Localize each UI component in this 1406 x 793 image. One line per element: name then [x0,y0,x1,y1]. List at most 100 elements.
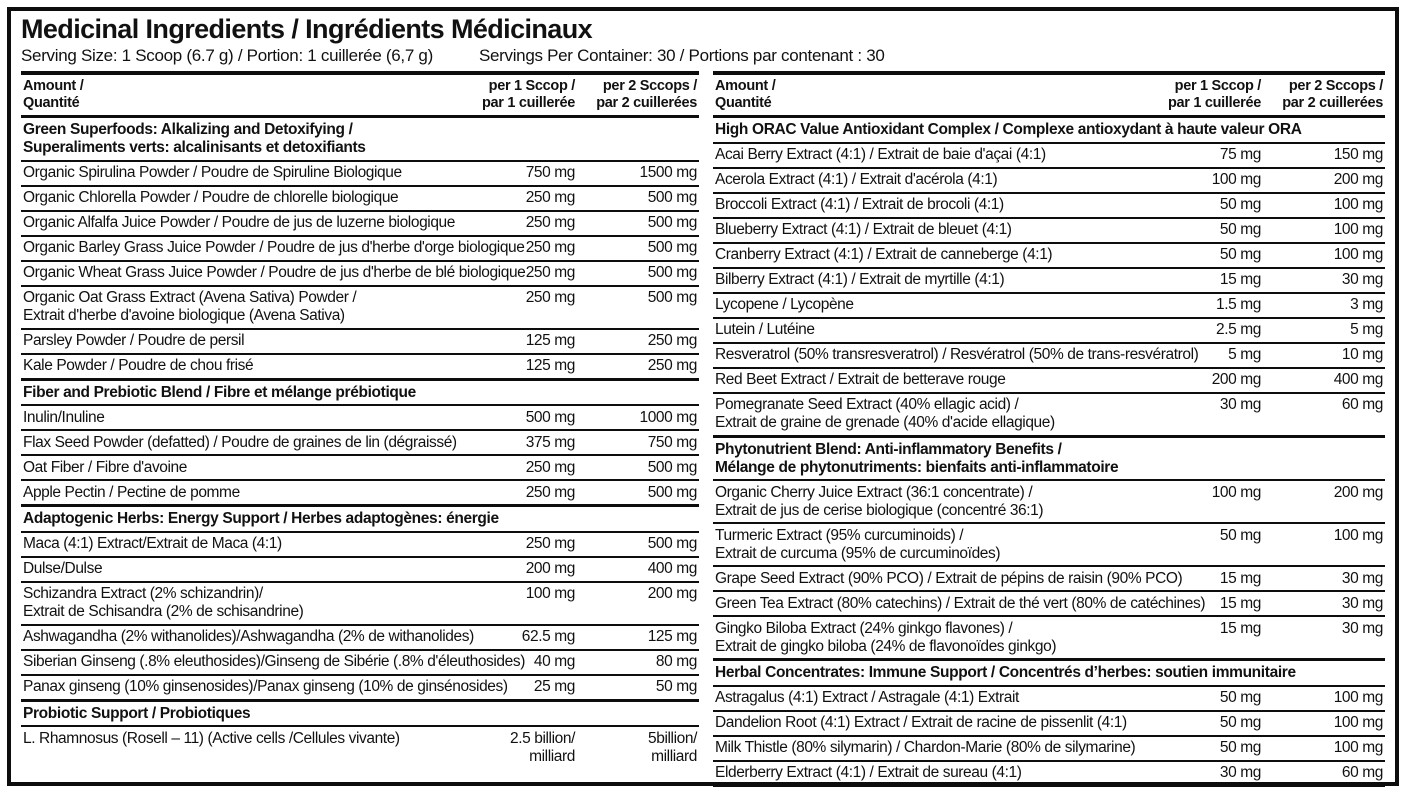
amount-per-2-scoops: 750 mg [575,434,698,452]
servings-per-container: Servings Per Container: 30 / Portions pa… [478,46,885,65]
amount-value: 100 mg [1333,246,1384,263]
amount-value: 30 mg [1341,569,1383,587]
amount-per-2-scoops: 1500 mg [575,164,697,182]
table-row: Lutein / Lutéine 2.5 mg 5 mg [713,319,1385,344]
table-row: Organic Cherry Juice Extract (36:1 conce… [713,481,1385,524]
amount-value: 5 mg [1228,346,1261,363]
amount-per-1-scoop: 50 mg [1149,527,1261,545]
ingredient-name-line: Dulse/Dulse [23,560,103,577]
amount-value: 100 mg [1211,171,1262,188]
table-row: Elderberry Extract (4:1) / Extrait de su… [713,762,1385,787]
table-row: Organic Chlorella Powder / Poudre de chl… [21,187,699,212]
amount-per-2-scoops: 100 mg [1261,689,1384,707]
table-row: Turmeric Extract (95% curcuminoids) / Ext… [713,524,1385,567]
column-header-right: Amount / Quantité per 1 Sccop / par 1 cu… [713,75,1385,118]
amount-per-1-scoop: 30 mg [1149,764,1261,782]
ingredient-name: Astragalus (4:1) Extract / Astragale (4:… [715,689,1149,707]
ingredient-name: Organic Oat Grass Extract (Avena Sativa)… [23,289,463,325]
amount-value: 1000 mg [639,408,697,426]
amount-per-1-scoop: 25 mg [463,678,575,696]
ingredient-name-line: Schizandra Extract (2% schizandrin)/ [23,585,263,602]
amount-per-1-scoop: 100 mg [463,585,576,603]
amount-value: 200 mg [1333,483,1384,501]
amount-per-2-scoops: 30 mg [1261,620,1383,638]
amount-value: 375 mg [525,433,576,451]
amount-per-1-scoop: 15 mg [1149,620,1261,638]
ingredient-name-line: Organic Cherry Juice Extract (36:1 conce… [715,483,1033,501]
amount-value: 500 mg [525,408,576,426]
amount-value: 250 mg [525,458,576,476]
table-row: Organic Spirulina Powder / Poudre de Spi… [21,162,699,187]
ingredient-name-line: Elderberry Extract (4:1) / Extrait de su… [715,764,1022,781]
ingredient-name: Elderberry Extract (4:1) / Extrait de su… [715,764,1149,782]
ingredient-name-line: Resveratrol (50% transresveratrol) / Res… [715,346,1199,363]
amount-value: 50 mg [655,678,697,695]
amount-value: 100 mg [1333,714,1384,731]
amount-per-2-scoops: 50 mg [575,678,697,696]
table-row: Gingko Biloba Extract (24% ginkgo flavon… [713,617,1385,660]
ingredient-sections-left: Green Superfoods: Alkalizing and Detoxif… [21,118,699,768]
amount-per-1-scoop: 250 mg [463,484,576,502]
amount-value: 3 mg [1350,296,1383,313]
amount-value: 50 mg [1219,526,1261,544]
ingredient-columns: Amount / Quantité per 1 Sccop / par 1 cu… [21,71,1385,787]
amount-value: 30 mg [1219,396,1261,413]
table-row: L. Rhamnosus (Rosell – 11) (Active cells… [21,727,699,768]
amount-per-1-scoop: 750 mg [463,164,576,182]
amount-value: 400 mg [1333,371,1384,388]
ingredient-name: Organic Barley Grass Juice Powder / Poud… [23,239,525,257]
section-header: High ORAC Value Antioxidant Complex / Co… [713,118,1385,144]
ingredient-name: Broccoli Extract (4:1) / Extrait de broc… [715,196,1149,214]
amount-value: 200 mg [1333,171,1384,188]
ingredient-name: Organic Chlorella Powder / Poudre de chl… [23,189,463,207]
amount-value: 25 mg [533,678,575,695]
amount-value: 100 mg [1333,196,1384,213]
amount-per-2-scoops: 250 mg [575,332,698,350]
amount-value: 1.5 mg [1216,296,1261,313]
amount-value: 100 mg [1333,221,1384,238]
amount-per-2-scoops: 500 mg [575,189,698,207]
amount-value: 50 mg [1219,196,1261,213]
ingredient-name-line: Extrait de graine de grenade (40% d'acid… [715,414,1055,431]
ingredient-name-line: Grape Seed Extract (90% PCO) / Extrait d… [715,569,1183,587]
section-header: Herbal Concentrates: Immune Support / Co… [713,661,1385,687]
ingredient-name-line: Organic Alfalfa Juice Powder / Poudre de… [23,214,455,231]
amount-value: 30 mg [1341,594,1383,612]
section-header-line: Herbal Concentrates: Immune Support / Co… [715,664,1296,681]
amount-per-2-scoops: 150 mg [1261,146,1384,164]
table-row: Broccoli Extract (4:1) / Extrait de broc… [713,194,1385,219]
amount-per-1-scoop: 375 mg [463,433,576,452]
amount-per-1-scoop: 125 mg [463,332,576,350]
amount-per-2-scoops: 250 mg [575,357,698,375]
table-row: Inulin/Inuline 500 mg 1000 mg [21,406,699,431]
ingredients-column-right: Amount / Quantité per 1 Sccop / par 1 cu… [713,71,1385,787]
amount-value: 5 mg [1350,321,1383,338]
ingredient-name-line: Parsley Powder / Poudre de persil [23,332,245,349]
amount-value: 2.5 billion/ [510,729,575,747]
ingredients-column-left: Amount / Quantité per 1 Sccop / par 1 cu… [21,71,699,768]
column-header-per-1-scoop: per 1 Sccop / par 1 cuillerée [481,78,575,111]
table-row: Resveratrol (50% transresveratrol) / Res… [713,344,1385,369]
amount-value: 1500 mg [639,164,697,181]
amount-per-2-scoops: 200 mg [1261,171,1384,189]
section-header-line: Superaliments verts: alcalinisants et de… [23,139,366,156]
amount-value: 500 mg [647,189,698,206]
table-row: Kale Powder / Poudre de chou frisé 125 mg… [21,355,699,380]
table-row: Acai Berry Extract (4:1) / Extrait de ba… [713,144,1385,169]
amount-per-1-scoop: 250 mg [463,289,576,307]
amount-value: 15 mg [1219,594,1261,612]
amount-per-2-scoops: 400 mg [575,560,698,578]
amount-per-1-scoop: 5 mg [1149,346,1261,364]
ingredient-name: Pomegranate Seed Extract (40% ellagic ac… [715,396,1149,432]
ingredient-section: Adaptogenic Herbs: Energy Support / Herb… [21,506,699,701]
amount-per-2-scoops: 100 mg [1261,246,1384,264]
ingredient-name-line: Extrait de gingko biloba (24% de flavono… [715,637,1057,655]
amount-value: 150 mg [1333,146,1384,163]
ingredient-name: Red Beet Extract / Extrait de betterave … [715,371,1149,389]
ingredient-name: Resveratrol (50% transresveratrol) / Res… [715,346,1199,364]
amount-per-2-scoops: 400 mg [1261,371,1384,389]
amount-value: 40 mg [533,653,575,670]
ingredient-name-line: Ashwagandha (2% withanolides)/Ashwagandh… [23,628,474,645]
amount-per-1-scoop: 250 mg [463,214,576,232]
table-row: Green Tea Extract (80% catechins) / Extr… [713,592,1385,617]
